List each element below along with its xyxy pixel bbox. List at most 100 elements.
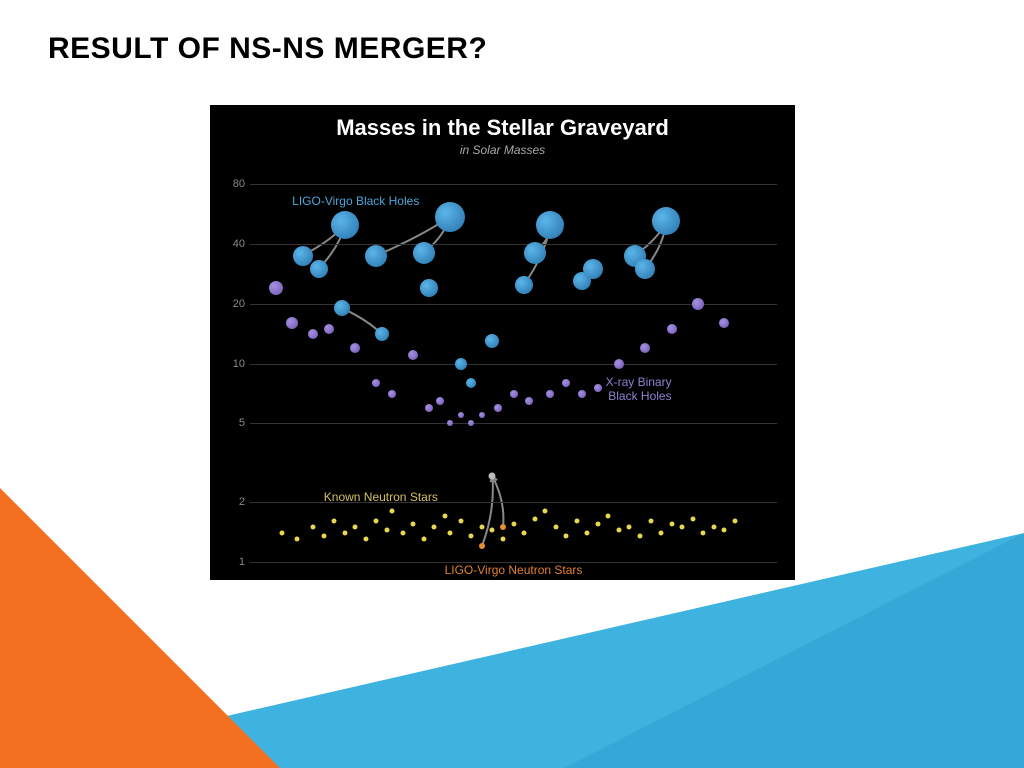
- series-label: LIGO-Virgo Neutron Stars: [445, 563, 583, 577]
- data-point: [353, 525, 358, 530]
- data-point: [375, 327, 389, 341]
- data-point: [648, 519, 653, 524]
- data-point: [408, 350, 418, 360]
- data-point: [321, 534, 326, 539]
- data-point: [659, 530, 664, 535]
- ytick-label: 2: [220, 496, 245, 508]
- data-point: [295, 537, 300, 542]
- slide-title: RESULT OF NS-NS MERGER?: [48, 32, 487, 66]
- data-point: [479, 543, 485, 549]
- data-point: [515, 276, 533, 294]
- data-point: [458, 519, 463, 524]
- data-point: [578, 390, 586, 398]
- data-point: [479, 412, 485, 418]
- gridline: [250, 244, 777, 245]
- data-point: [324, 324, 334, 334]
- data-point: [420, 279, 438, 297]
- data-point: [413, 242, 435, 264]
- data-point: [711, 525, 716, 530]
- data-point: [293, 246, 313, 266]
- ytick-label: 5: [220, 417, 245, 429]
- data-point: [455, 358, 467, 370]
- data-point: [585, 530, 590, 535]
- data-point: [701, 530, 706, 535]
- data-point: [719, 318, 729, 328]
- data-point: [564, 534, 569, 539]
- stellar-graveyard-chart: Masses in the Stellar Graveyard in Solar…: [210, 105, 795, 580]
- data-point: [479, 525, 484, 530]
- data-point: [332, 519, 337, 524]
- data-point: [436, 397, 444, 405]
- data-point: [411, 522, 416, 527]
- data-point: [616, 527, 621, 532]
- data-point: [372, 379, 380, 387]
- gridline: [250, 364, 777, 365]
- data-point: [494, 404, 502, 412]
- data-point: [311, 525, 316, 530]
- data-point: [606, 514, 611, 519]
- data-point: [692, 298, 704, 310]
- data-point: [363, 537, 368, 542]
- data-point: [388, 390, 396, 398]
- data-point: [500, 537, 505, 542]
- data-point: [432, 525, 437, 530]
- data-point: [331, 211, 359, 239]
- data-point: [468, 420, 474, 426]
- data-point: [562, 379, 570, 387]
- data-point: [614, 359, 624, 369]
- data-point: [510, 390, 518, 398]
- data-point: [500, 524, 506, 530]
- data-point: [669, 522, 674, 527]
- data-point: [722, 527, 727, 532]
- data-point: [469, 534, 474, 539]
- series-label: LIGO-Virgo Black Holes: [292, 194, 419, 208]
- data-point: [374, 519, 379, 524]
- ytick-label: 40: [220, 238, 245, 250]
- data-point: [385, 527, 390, 532]
- data-point: [269, 281, 283, 295]
- data-point: [279, 530, 284, 535]
- data-point: [637, 534, 642, 539]
- ytick-label: 1: [220, 556, 245, 568]
- data-point: [640, 343, 650, 353]
- chart-title: Masses in the Stellar Graveyard: [210, 105, 795, 141]
- data-point: [435, 202, 465, 232]
- data-point: [690, 516, 695, 521]
- data-point: [490, 527, 495, 532]
- data-point: [525, 397, 533, 405]
- data-point: [442, 514, 447, 519]
- data-point: [522, 530, 527, 535]
- chart-subtitle: in Solar Masses: [210, 143, 795, 157]
- data-point: [532, 516, 537, 521]
- data-point: [524, 242, 546, 264]
- ytick-label: 20: [220, 298, 245, 310]
- data-point: [342, 530, 347, 535]
- data-point: [536, 211, 564, 239]
- data-point: [286, 317, 298, 329]
- data-point: [635, 259, 655, 279]
- gridline: [250, 423, 777, 424]
- chart-plot-area: 12510204080LIGO-Virgo Black HolesX-ray B…: [250, 165, 777, 562]
- slide-caption: How about NS-BH merger?: [220, 602, 477, 625]
- gridline: [250, 184, 777, 185]
- data-point: [595, 522, 600, 527]
- data-point: [350, 343, 360, 353]
- data-point: [546, 390, 554, 398]
- data-point: [732, 519, 737, 524]
- series-label: Known Neutron Stars: [324, 490, 438, 504]
- data-point: [627, 525, 632, 530]
- data-point: [680, 525, 685, 530]
- data-point: [334, 300, 350, 316]
- data-point: [447, 420, 453, 426]
- data-point: [485, 334, 499, 348]
- data-point: [652, 207, 680, 235]
- data-point: [421, 537, 426, 542]
- data-point: [425, 404, 433, 412]
- data-point: [400, 530, 405, 535]
- data-point: [310, 260, 328, 278]
- data-point: [308, 329, 318, 339]
- ytick-label: 80: [220, 178, 245, 190]
- data-point: [594, 384, 602, 392]
- data-point: [511, 522, 516, 527]
- data-point: [489, 473, 496, 480]
